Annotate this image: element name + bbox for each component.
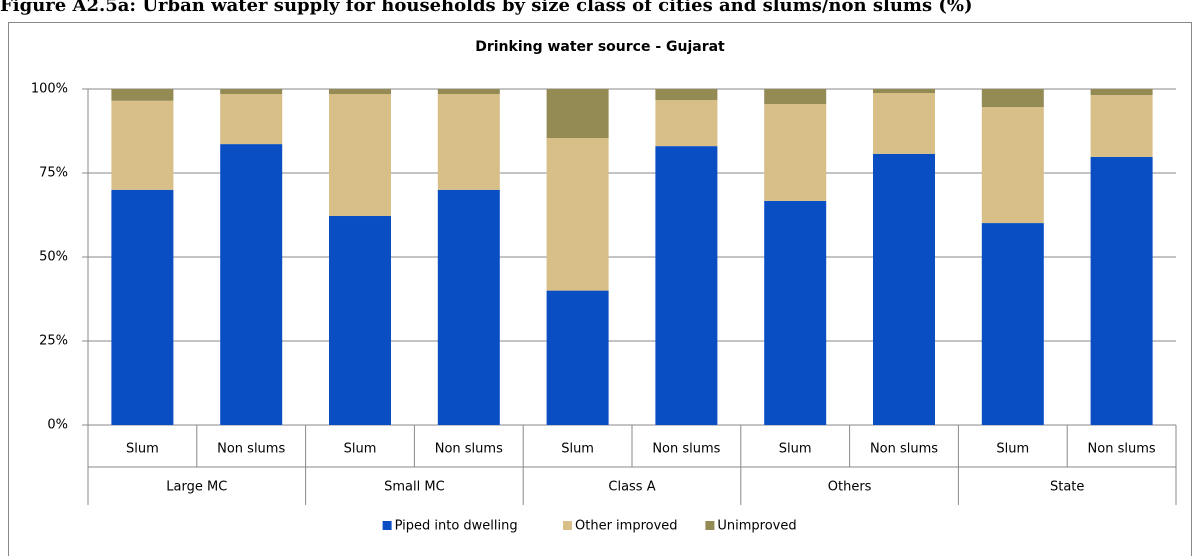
bar-segment: [655, 89, 718, 101]
legend-label: Other improved: [575, 519, 678, 534]
bar-segment: [655, 100, 718, 147]
y-tick-label: 25%: [39, 334, 68, 349]
group-label: Large MC: [166, 480, 227, 495]
group-label: Small MC: [384, 480, 445, 495]
x-tick-label: Slum: [779, 442, 812, 457]
y-tick-label: 100%: [31, 82, 68, 97]
bar-segment: [220, 94, 283, 145]
bar-segment: [329, 216, 391, 425]
y-tick-label: 75%: [39, 166, 68, 181]
legend-swatch: [705, 521, 715, 530]
bar-segment: [764, 104, 827, 201]
bar-segment: [655, 146, 718, 425]
bar-segment: [1090, 156, 1153, 425]
bar-segment: [437, 94, 500, 190]
chart-title: Drinking water source - Gujarat: [475, 39, 725, 55]
bar-segment: [220, 89, 283, 95]
bar-segment: [873, 153, 935, 425]
legend-label: Unimproved: [717, 519, 796, 534]
x-tick-label: Non slums: [870, 442, 938, 457]
bar-segment: [981, 89, 1044, 108]
x-tick-label: Slum: [996, 442, 1029, 457]
bar-segment: [764, 200, 827, 425]
group-label: Class A: [608, 480, 655, 495]
bar-segment: [111, 189, 174, 425]
y-tick-label: 0%: [47, 418, 68, 433]
legend-swatch: [563, 521, 572, 530]
bar-segment: [873, 89, 935, 94]
x-tick-label: Slum: [126, 442, 159, 457]
bar-segment: [1090, 95, 1153, 157]
x-tick-label: Non slums: [435, 442, 503, 457]
x-tick-label: Non slums: [1088, 442, 1156, 457]
x-tick-label: Non slums: [652, 442, 720, 457]
bar-segment: [329, 94, 391, 217]
group-label: Others: [828, 480, 872, 495]
bar-segment: [546, 89, 609, 139]
legend-swatch: [382, 521, 392, 530]
x-tick-label: Slum: [344, 442, 377, 457]
bar-segment: [764, 89, 827, 105]
y-tick-label: 50%: [39, 250, 68, 265]
bar-segment: [111, 89, 174, 101]
bar-segment: [437, 189, 500, 425]
bar-segment: [437, 89, 500, 95]
bar-segment: [981, 107, 1044, 224]
bar-segment: [981, 223, 1044, 425]
group-label: State: [1050, 480, 1084, 495]
bar-segment: [546, 290, 609, 425]
bar-segment: [546, 138, 609, 291]
bar-segment: [1090, 89, 1153, 96]
x-tick-label: Non slums: [217, 442, 285, 457]
bar-segment: [220, 144, 283, 425]
bar-segment: [111, 100, 174, 190]
figure-caption: Figure A2.5a: Urban water supply for hou…: [0, 0, 972, 16]
bar-segment: [873, 93, 935, 154]
legend-label: Piped into dwelling: [395, 519, 518, 534]
bar-segment: [329, 89, 391, 95]
x-tick-label: Slum: [561, 442, 594, 457]
